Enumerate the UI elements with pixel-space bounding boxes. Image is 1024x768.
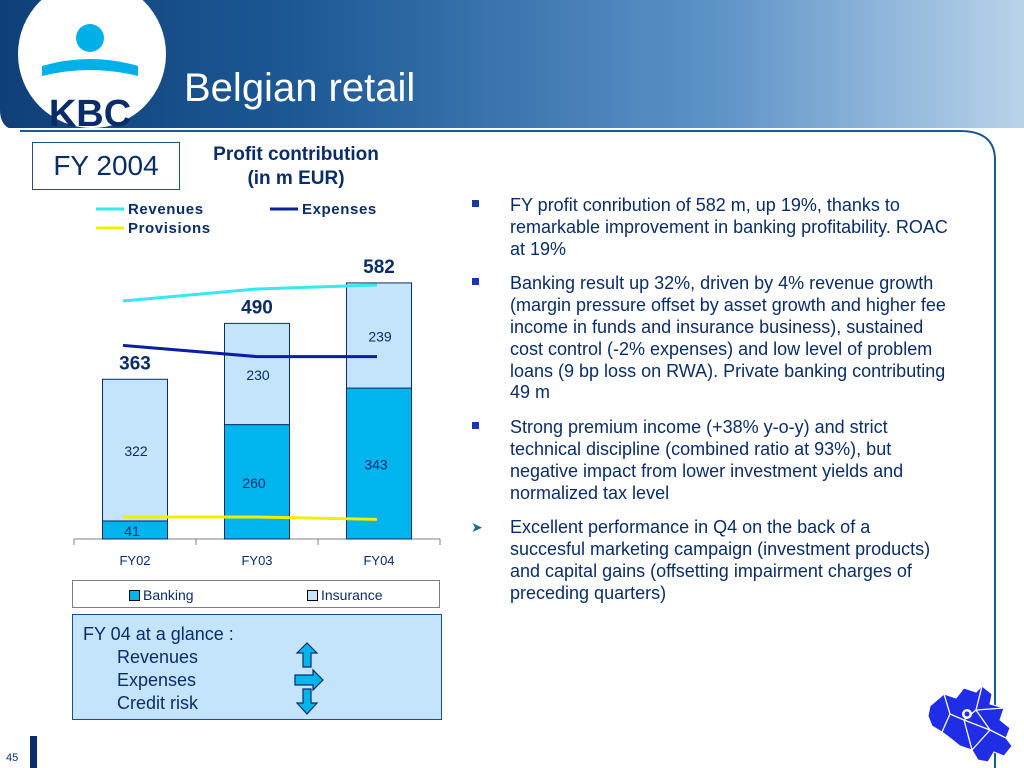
data-label-insurance-fy03: 230	[246, 367, 270, 383]
total-label-fy02: 363	[119, 353, 151, 374]
bullet-text: FY profit conribution of 582 m, up 19%, …	[510, 195, 948, 259]
data-label-banking-fy02: 41	[124, 523, 140, 539]
total-label-fy04: 582	[363, 257, 395, 278]
legend-label-banking: Banking	[143, 587, 194, 603]
data-label-insurance-fy02: 322	[124, 443, 148, 459]
legend-item-insurance: Insurance	[307, 587, 382, 603]
right-arrow-icon	[294, 668, 324, 692]
glance-heading: FY 04 at a glance :	[83, 624, 234, 644]
kbc-logo: KBC	[18, 0, 166, 135]
bar-legend: Banking Insurance	[72, 580, 440, 608]
x-tick-label-fy02: FY02	[119, 553, 150, 568]
square-bullet-icon	[472, 278, 479, 286]
bar-insurance-fy04	[346, 282, 412, 389]
bullet-text: Excellent performance in Q4 on the back …	[510, 517, 931, 603]
legend-swatch-insurance	[307, 589, 318, 601]
data-label-banking-fy03: 260	[242, 475, 266, 491]
page-number: 45	[6, 752, 19, 764]
header-band	[0, 0, 1024, 128]
chart-title: Profit contribution (in m EUR)	[180, 143, 412, 191]
line-series-revenues	[122, 283, 378, 303]
bullet-item: ➤ Excellent performance in Q4 on the bac…	[468, 517, 948, 604]
bar-insurance-fy03	[224, 322, 290, 426]
data-label-insurance-fy04: 239	[368, 329, 392, 345]
glance-box: FY 04 at a glance : Revenues Expenses Cr…	[72, 614, 442, 720]
x-tick-label-fy04: FY04	[363, 553, 394, 568]
page-title: Belgian retail	[184, 66, 416, 110]
footer-accent-bar	[30, 736, 37, 768]
bullet-item: Strong premium income (+38% y-o-y) and s…	[468, 417, 948, 504]
bullet-text: Banking result up 32%, driven by 4% reve…	[510, 273, 946, 403]
bullet-list: FY profit conribution of 582 m, up 19%, …	[468, 195, 948, 618]
glance-item-expenses: Expenses	[117, 670, 197, 690]
belgium-map-icon	[927, 685, 1013, 763]
chart-title-line-2: (in m EUR)	[247, 168, 345, 189]
bar-banking-fy03	[224, 424, 290, 540]
up-arrow-icon	[295, 642, 319, 668]
down-arrow-icon	[295, 688, 319, 715]
logo-text: KBC	[49, 93, 131, 135]
bullet-text: Strong premium income (+38% y-o-y) and s…	[510, 417, 904, 503]
legend-label-expenses: Expenses	[302, 201, 377, 218]
legend-item-banking: Banking	[129, 587, 194, 603]
square-bullet-icon	[472, 422, 479, 430]
bar-insurance-fy02	[102, 378, 168, 522]
bar-banking-fy04	[346, 387, 412, 540]
logo-head-icon	[76, 24, 104, 52]
profit-chart: Revenues Expenses Provisions 41 322 363 FY02 26…	[73, 201, 441, 568]
line-series-expenses	[122, 343, 377, 359]
square-bullet-icon	[472, 200, 479, 207]
legend-swatch-banking	[129, 589, 140, 601]
bullet-item: FY profit conribution of 582 m, up 19%, …	[468, 195, 948, 260]
logo-arms-icon	[42, 59, 138, 76]
line-series-provisions	[123, 515, 378, 521]
chart-title-line-1: Profit contribution	[213, 144, 379, 165]
x-tick-label-fy03: FY03	[241, 553, 272, 568]
arrow-bullet-icon: ➤	[471, 519, 483, 536]
legend-label-provisions: Provisions	[128, 220, 211, 237]
legend-label-revenues: Revenues	[128, 201, 204, 218]
glance-item-credit-risk: Credit risk	[117, 693, 199, 713]
bullet-item: Banking result up 32%, driven by 4% reve…	[468, 273, 948, 404]
legend-label-insurance: Insurance	[321, 587, 383, 603]
data-label-banking-fy04: 343	[364, 457, 388, 473]
total-label-fy03: 490	[241, 297, 273, 318]
period-label: FY 2004	[32, 142, 180, 190]
glance-item-revenues: Revenues	[117, 647, 199, 667]
